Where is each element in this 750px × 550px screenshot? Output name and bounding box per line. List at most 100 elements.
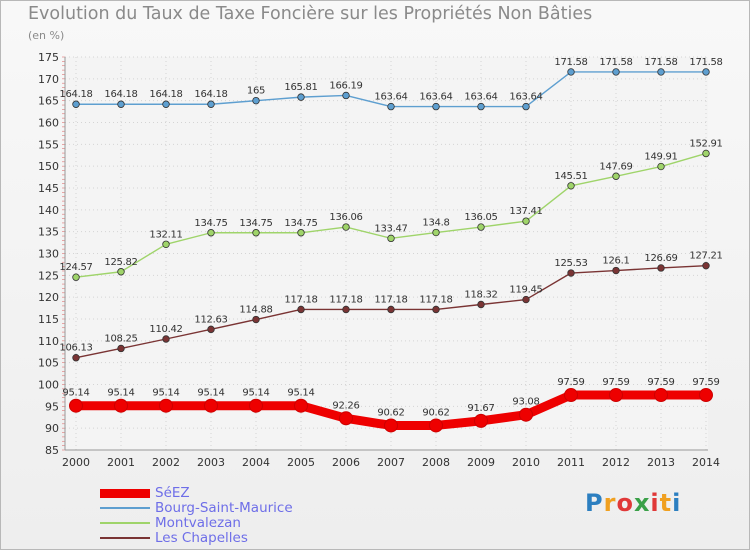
data-label-seez: 95.14 xyxy=(242,388,269,399)
data-label-les-chapelles: 127.21 xyxy=(689,251,722,262)
data-point-bourg-saint-maurice xyxy=(72,100,80,108)
data-point-montvalezan xyxy=(117,268,125,276)
data-label-montvalezan: 149.91 xyxy=(644,152,677,163)
data-label-les-chapelles: 117.18 xyxy=(374,294,407,305)
data-label-les-chapelles: 125.53 xyxy=(554,258,587,269)
data-label-les-chapelles: 119.45 xyxy=(509,285,542,296)
data-label-bourg-saint-maurice: 165 xyxy=(247,86,265,97)
data-label-montvalezan: 132.11 xyxy=(149,229,182,240)
data-point-bourg-saint-maurice xyxy=(162,100,170,108)
data-point-seez xyxy=(69,398,83,413)
y-tick-label: 160 xyxy=(38,117,59,130)
data-point-seez xyxy=(114,398,128,413)
data-point-montvalezan xyxy=(702,149,710,158)
data-label-montvalezan: 134.75 xyxy=(284,218,317,229)
data-label-bourg-saint-maurice: 163.64 xyxy=(374,92,407,103)
y-tick-label: 110 xyxy=(38,335,59,348)
data-label-les-chapelles: 117.18 xyxy=(329,294,362,305)
data-point-montvalezan xyxy=(387,234,395,243)
data-label-montvalezan: 136.06 xyxy=(329,212,362,223)
data-label-seez: 97.59 xyxy=(647,377,674,388)
data-label-montvalezan: 134.75 xyxy=(194,218,227,229)
data-point-seez xyxy=(294,398,308,413)
data-label-montvalezan: 152.91 xyxy=(689,138,722,149)
data-label-bourg-saint-maurice: 164.18 xyxy=(149,89,182,100)
data-label-bourg-saint-maurice: 163.64 xyxy=(509,92,542,103)
data-label-bourg-saint-maurice: 164.18 xyxy=(104,89,137,100)
data-point-seez xyxy=(519,407,533,422)
data-label-les-chapelles: 110.42 xyxy=(149,324,182,335)
x-tick-label: 2001 xyxy=(107,456,135,469)
data-point-seez xyxy=(654,388,668,403)
data-label-seez: 97.59 xyxy=(602,377,629,388)
data-label-bourg-saint-maurice: 164.18 xyxy=(59,89,92,100)
data-label-montvalezan: 134.8 xyxy=(422,218,449,229)
y-tick-label: 85 xyxy=(45,444,59,457)
data-point-seez xyxy=(429,418,443,433)
legend-label: Les Chapelles xyxy=(155,530,248,546)
data-point-montvalezan xyxy=(207,229,215,237)
y-tick-label: 145 xyxy=(38,182,59,195)
data-point-bourg-saint-maurice xyxy=(702,68,710,76)
data-label-seez: 90.62 xyxy=(422,407,449,418)
data-point-seez xyxy=(204,398,218,413)
x-tick-label: 2013 xyxy=(647,456,675,469)
data-label-montvalezan: 145.51 xyxy=(554,171,587,182)
x-tick-label: 2009 xyxy=(467,456,495,469)
data-point-bourg-saint-maurice xyxy=(297,93,305,101)
x-tick-label: 2014 xyxy=(692,456,720,469)
data-point-montvalezan xyxy=(252,229,260,237)
data-label-bourg-saint-maurice: 171.58 xyxy=(644,57,677,68)
data-point-les-chapelles xyxy=(432,305,440,314)
data-point-bourg-saint-maurice xyxy=(342,91,350,100)
legend-swatch xyxy=(100,522,150,524)
logo-letter: t xyxy=(659,489,673,517)
data-label-bourg-saint-maurice: 163.64 xyxy=(464,92,497,103)
data-label-seez: 95.14 xyxy=(197,388,224,399)
y-tick-label: 165 xyxy=(38,95,59,108)
y-tick-label: 130 xyxy=(38,248,59,261)
y-tick-label: 115 xyxy=(38,313,59,326)
data-label-seez: 97.59 xyxy=(692,377,719,388)
legend-label: SéEZ xyxy=(155,485,190,501)
x-tick-label: 2008 xyxy=(422,456,450,469)
x-tick-label: 2002 xyxy=(152,456,180,469)
data-point-les-chapelles xyxy=(477,300,485,309)
data-label-bourg-saint-maurice: 166.19 xyxy=(329,80,362,91)
legend-swatch xyxy=(100,488,150,498)
data-point-les-chapelles xyxy=(252,315,260,324)
y-tick-label: 95 xyxy=(45,400,59,413)
legend-label: Montvalezan xyxy=(155,515,241,531)
data-point-montvalezan xyxy=(567,182,575,190)
data-label-seez: 95.14 xyxy=(152,388,179,399)
data-label-montvalezan: 147.69 xyxy=(599,161,632,172)
data-point-les-chapelles xyxy=(702,261,710,270)
data-point-seez xyxy=(384,418,398,433)
data-label-seez: 97.59 xyxy=(557,377,584,388)
y-tick-label: 90 xyxy=(45,422,59,435)
data-point-les-chapelles xyxy=(297,305,305,314)
logo-letter: x xyxy=(633,489,651,517)
data-label-les-chapelles: 114.88 xyxy=(239,305,272,316)
data-point-bourg-saint-maurice xyxy=(477,102,485,111)
legend-swatch xyxy=(100,537,150,539)
data-point-bourg-saint-maurice xyxy=(522,102,530,111)
y-tick-label: 125 xyxy=(38,269,59,282)
y-tick-label: 170 xyxy=(38,73,59,86)
data-label-bourg-saint-maurice: 164.18 xyxy=(194,89,227,100)
data-point-les-chapelles xyxy=(207,325,215,334)
data-point-montvalezan xyxy=(657,162,665,171)
y-tick-label: 100 xyxy=(38,379,59,392)
logo-letter: i xyxy=(650,489,660,517)
y-tick-label: 175 xyxy=(38,51,59,64)
logo-letter: i xyxy=(672,489,682,517)
data-point-seez xyxy=(159,398,173,413)
data-point-les-chapelles xyxy=(387,305,395,314)
x-tick-label: 2010 xyxy=(512,456,540,469)
x-tick-label: 2011 xyxy=(557,456,585,469)
data-label-bourg-saint-maurice: 171.58 xyxy=(689,57,722,68)
data-label-les-chapelles: 112.63 xyxy=(194,314,227,325)
data-point-les-chapelles xyxy=(72,354,80,362)
data-label-bourg-saint-maurice: 171.58 xyxy=(554,57,587,68)
